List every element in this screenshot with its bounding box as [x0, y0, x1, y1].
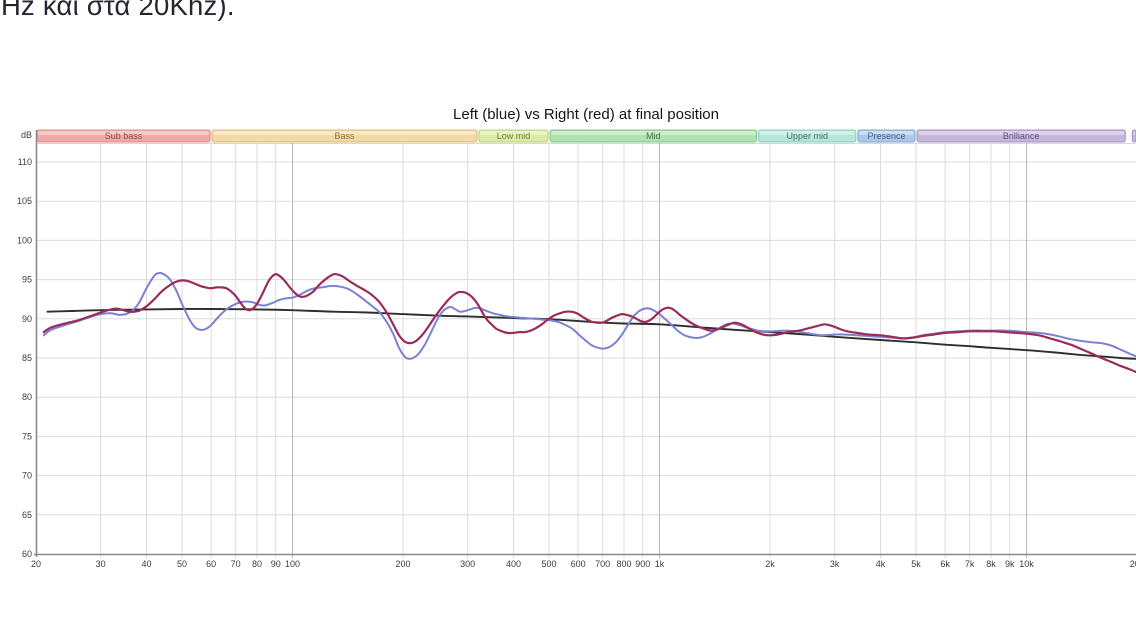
band-highlight — [918, 131, 1125, 135]
band-highlight — [38, 131, 210, 135]
x-tick-label: 2k — [765, 559, 775, 569]
x-tick-label: 5k — [911, 559, 921, 569]
x-tick-label: 6k — [940, 559, 950, 569]
x-tick-label: 9k — [1005, 559, 1015, 569]
band-low-mid — [478, 129, 549, 143]
band-label: Presence — [867, 131, 905, 141]
x-tick-label: 50 — [177, 559, 187, 569]
curves — [42, 271, 1136, 374]
x-tick-label: 80 — [252, 559, 262, 569]
band-presence — [857, 129, 916, 143]
x-tick-label: 20k — [1130, 559, 1136, 569]
y-tick-label: 90 — [22, 314, 32, 324]
band-bar: Sub bass Bass Low mid Mid Upper mid Presence B… — [36, 129, 1136, 143]
y-tick-label: 80 — [22, 392, 32, 402]
x-tick-label: 10k — [1019, 559, 1034, 569]
x-tick-label: 20 — [31, 559, 41, 569]
band-bass — [211, 129, 478, 143]
band-highlight — [1133, 131, 1135, 135]
band-segment — [1131, 129, 1136, 143]
band-label: Brilliance — [1003, 131, 1040, 141]
band-label: Sub bass — [105, 131, 143, 141]
x-tick-label: 400 — [506, 559, 521, 569]
document-text-fragment: Hz και στα 20Khz). — [1, 0, 235, 21]
y-tick-label: 75 — [22, 431, 32, 441]
y-tick-label: 105 — [17, 196, 32, 206]
x-tick-label: 60 — [206, 559, 216, 569]
x-tick-label: 200 — [395, 559, 410, 569]
x-tick-label: 4k — [876, 559, 886, 569]
y-tick-label: 100 — [17, 235, 32, 245]
band-highlight — [551, 131, 756, 135]
axes — [34, 130, 1136, 557]
band-mid — [549, 129, 758, 143]
band-highlight — [479, 131, 548, 135]
y-tick-label: 70 — [22, 471, 32, 481]
x-tick-label: 90 — [271, 559, 281, 569]
x-tick-label: 7k — [965, 559, 975, 569]
series-right-red — [42, 272, 1136, 374]
band-highlight — [213, 131, 476, 135]
x-tick-label: 500 — [542, 559, 557, 569]
band-label: Low mid — [497, 131, 531, 141]
x-tick-label: 100 — [285, 559, 300, 569]
grid — [36, 143, 1136, 558]
band-highlight — [858, 131, 915, 135]
x-tick-label: 900 — [635, 559, 650, 569]
x-tick-label: 1k — [655, 559, 665, 569]
y-tick-label: 95 — [22, 275, 32, 285]
y-axis-unit-label: dB — [21, 130, 32, 140]
x-tick-label: 300 — [460, 559, 475, 569]
band-upper-mid — [758, 129, 857, 143]
series-target — [46, 307, 1136, 360]
x-tick-label: 700 — [595, 559, 610, 569]
x-tick-label: 800 — [616, 559, 631, 569]
y-tick-label: 110 — [18, 157, 32, 167]
x-tick-label: 30 — [96, 559, 106, 569]
band-highlight — [759, 131, 855, 135]
band-label: Upper mid — [786, 131, 828, 141]
x-tick-label: 600 — [571, 559, 586, 569]
x-tick-label: 3k — [830, 559, 840, 569]
y-tick-label: 60 — [22, 549, 32, 559]
chart-title: Left (blue) vs Right (red) at final posi… — [453, 106, 719, 123]
x-tick-label: 8k — [986, 559, 996, 569]
x-tick-label: 40 — [141, 559, 151, 569]
y-tick-label: 65 — [22, 510, 32, 520]
band-label: Mid — [646, 131, 661, 141]
y-tick-label: 85 — [22, 353, 32, 363]
band-brilliance — [916, 129, 1126, 143]
band-label: Bass — [334, 131, 355, 141]
x-tick-label: 70 — [231, 559, 241, 569]
